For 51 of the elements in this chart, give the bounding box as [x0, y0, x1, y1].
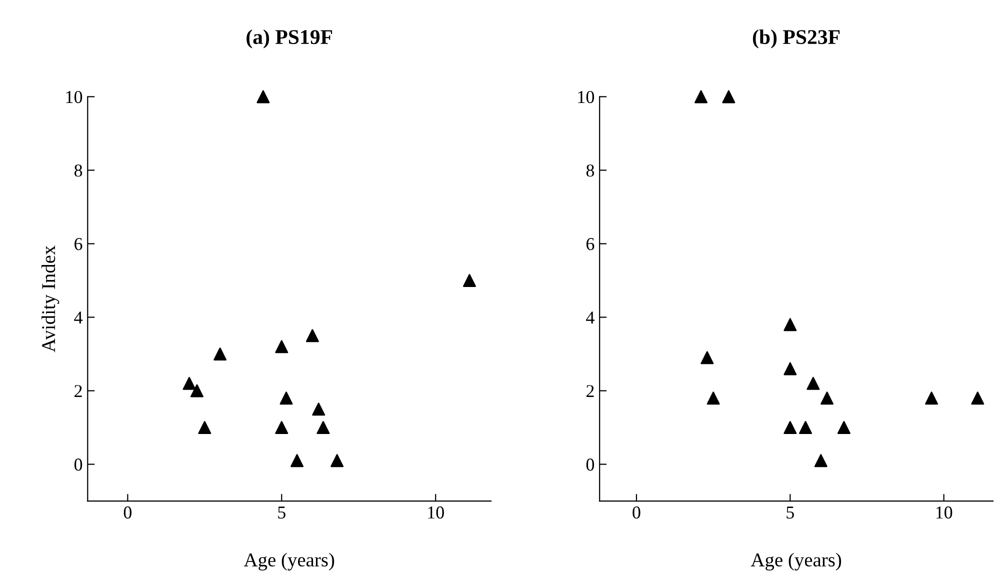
point [694, 90, 708, 104]
point [275, 421, 288, 434]
x-tick-label: 0 [124, 506, 132, 519]
x-axis-title: Age (years) [750, 552, 842, 571]
point [462, 274, 476, 287]
x-tick-label: 10 [428, 506, 444, 519]
chart-title: (a) PS19F [246, 29, 332, 48]
point [722, 90, 736, 104]
point [700, 351, 714, 364]
x-axis-title: Age (years) [244, 552, 334, 571]
point [198, 421, 212, 434]
y-tick-label: 6 [586, 238, 594, 250]
point [706, 392, 720, 405]
point [971, 392, 984, 405]
point [806, 376, 820, 390]
y-tick-label: 4 [586, 312, 594, 324]
point [837, 421, 850, 434]
point [306, 329, 319, 342]
y-tick-label: 10 [66, 90, 82, 104]
y-tick-label: 6 [74, 238, 82, 250]
point [784, 318, 797, 332]
point [214, 347, 227, 360]
chart-title: (b) PS23F [752, 29, 840, 48]
x-tick-label: 5 [786, 506, 794, 519]
point [799, 421, 812, 434]
point [280, 392, 293, 405]
point [256, 90, 270, 104]
point [330, 454, 344, 468]
y-tick-label: 2 [74, 385, 82, 398]
y-tick-label: 2 [586, 385, 594, 398]
y-tick-label: 8 [586, 164, 594, 177]
point [784, 362, 797, 376]
y-tick-label: 0 [74, 458, 82, 471]
x-tick-label: 5 [278, 506, 286, 519]
y-axis-title: Avidity Index [41, 246, 60, 352]
point [275, 340, 288, 354]
point [190, 384, 204, 398]
point [925, 392, 938, 405]
point [290, 454, 304, 468]
y-tick-label: 0 [586, 458, 594, 471]
y-tick-label: 4 [74, 312, 83, 324]
y-tick-label: 8 [74, 164, 82, 177]
x-tick-label: 10 [936, 506, 952, 519]
point [814, 454, 828, 468]
x-tick-label: 0 [632, 506, 640, 519]
point [784, 421, 797, 434]
point [316, 421, 330, 434]
point [820, 392, 834, 405]
point [182, 376, 196, 390]
point [312, 402, 326, 416]
y-tick-label: 10 [578, 90, 594, 104]
